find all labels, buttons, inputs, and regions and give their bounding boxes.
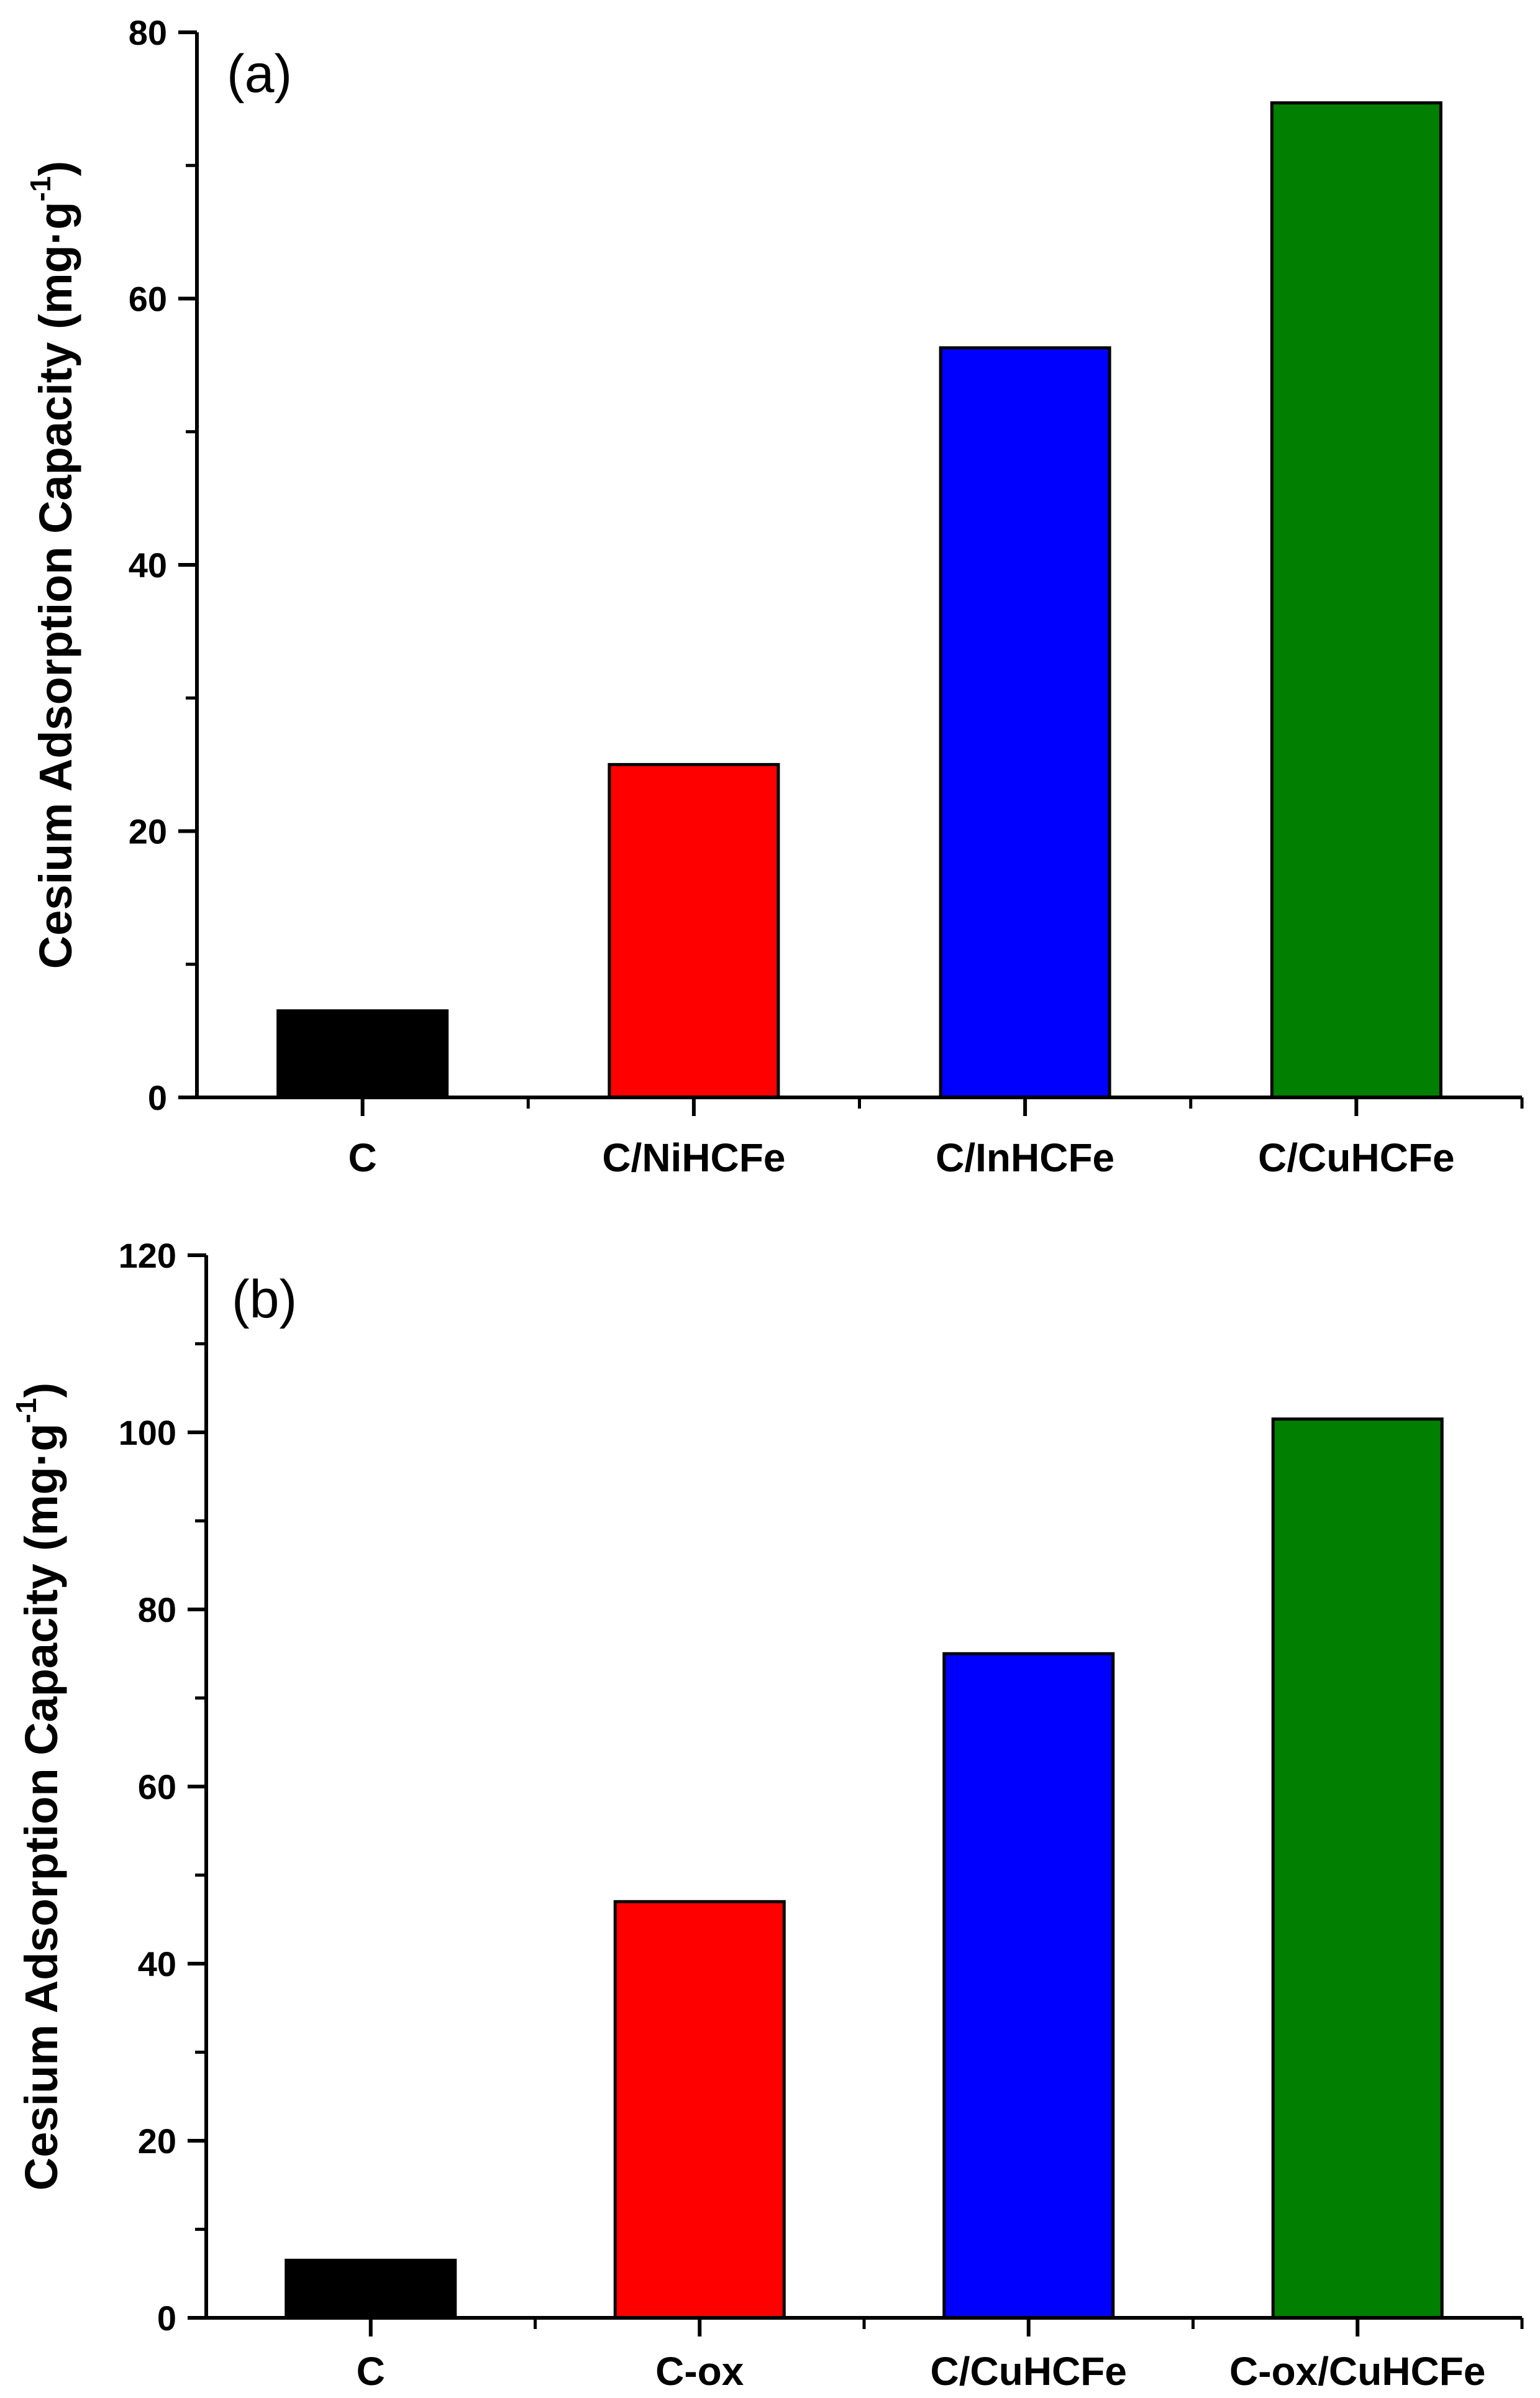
- bar-c-ox: [613, 1900, 786, 2320]
- y-tick-label: 40: [138, 1944, 176, 1984]
- bar-c: [285, 2258, 457, 2320]
- bar-c-inhcfe: [939, 346, 1111, 1099]
- y-tick-label: 100: [119, 1413, 176, 1452]
- y-tick-label: 120: [119, 1236, 176, 1275]
- x-tick-label: C/CuHCFe: [1258, 1135, 1454, 1180]
- bar-c-cuhcfe: [1270, 101, 1442, 1099]
- bar-c-nihcfe: [608, 762, 780, 1099]
- y-axis-label-text: Cesium Adsorption Capacity (mg·g: [30, 201, 81, 969]
- y-tick-label: 60: [129, 280, 167, 319]
- y-tick-label: 0: [148, 1078, 167, 1117]
- y-axis-label-suffix: ): [16, 1383, 67, 1398]
- x-tick-label: C/CuHCFe: [931, 2349, 1127, 2394]
- y-axis-label-text: Cesium Adsorption Capacity (mg·g: [16, 1423, 67, 2190]
- chart-panel-a: 0 20 40 60 80 C C/NiHCFe C/InHCFe C/CuHCFe (a) Ces…: [24, 13, 1524, 1180]
- panel-label: (a): [227, 44, 292, 104]
- y-tick-label: 80: [138, 1590, 176, 1629]
- y-tick-label: 80: [129, 13, 167, 52]
- y-axis-label: Cesium Adsorption Capacity (mg·g-1): [10, 1383, 66, 2190]
- y-tick-label: 0: [157, 2299, 176, 2338]
- y-tick-label: 20: [129, 812, 167, 851]
- x-tick-label: C: [357, 2349, 385, 2394]
- y-tick-label: 40: [129, 546, 167, 585]
- x-tick-label: C: [349, 1135, 377, 1180]
- y-axis-label-superscript: -1: [10, 1398, 42, 1423]
- panel-label: (b): [232, 1270, 297, 1329]
- x-tick-label: C-ox: [655, 2349, 744, 2394]
- chart-panel-b: 0 20 40 60 80 100 120 C C-ox C/CuHCFe C-ox/CuHCFe (…: [10, 1236, 1524, 2394]
- x-tick-label: C/NiHCFe: [602, 1135, 785, 1180]
- bar-c: [276, 1009, 449, 1099]
- y-axis-label-superscript: -1: [24, 176, 57, 201]
- y-axis-label: Cesium Adsorption Capacity (mg·g-1): [24, 161, 81, 969]
- x-tick-label: C-ox/CuHCFe: [1229, 2349, 1485, 2394]
- y-tick-label: 20: [138, 2121, 176, 2161]
- bar-c-ox-cuhcfe: [1271, 1417, 1444, 2320]
- x-tick-label: C/InHCFe: [936, 1135, 1114, 1180]
- bar-c-cuhcfe: [942, 1652, 1115, 2320]
- y-axis-label-suffix: ): [30, 161, 81, 176]
- y-tick-label: 60: [138, 1767, 176, 1806]
